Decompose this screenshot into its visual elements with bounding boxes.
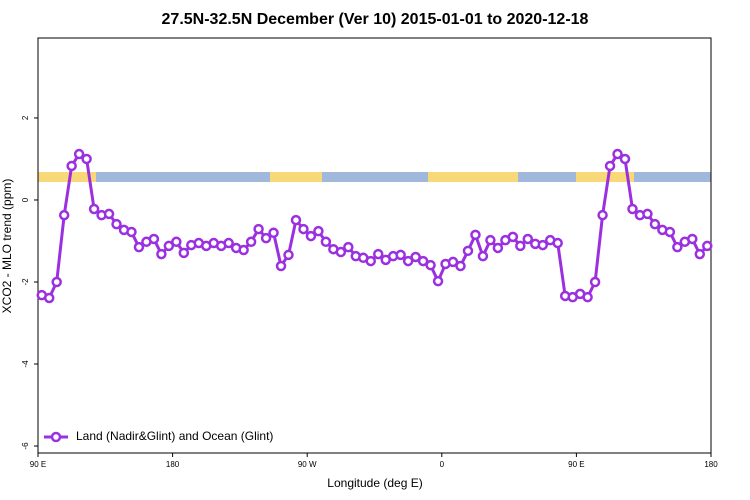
point [515, 240, 526, 252]
point [283, 249, 294, 261]
land-ocean-band [38, 172, 711, 182]
point [275, 260, 287, 272]
point [365, 255, 377, 267]
point [103, 208, 115, 220]
point [432, 275, 444, 287]
point [522, 233, 534, 245]
point [223, 237, 234, 249]
point [81, 153, 92, 165]
point [156, 248, 167, 260]
point [537, 239, 548, 251]
point [126, 226, 137, 238]
y-tick-label: 0 [21, 197, 30, 202]
x-tick-label: 0 [440, 460, 445, 469]
point [664, 226, 676, 238]
y-axis-label: XCO2 - MLO trend (ppm) [0, 179, 14, 314]
point [470, 229, 481, 241]
point [313, 225, 324, 237]
point [178, 247, 190, 259]
point [417, 255, 429, 267]
x-tick-label: 180 [704, 460, 718, 469]
point [619, 153, 631, 165]
point [410, 251, 421, 263]
point [447, 256, 459, 268]
point [171, 236, 182, 248]
y-tick-label: -6 [21, 442, 30, 450]
point [627, 203, 638, 215]
point [148, 233, 160, 245]
x-tick-label: 90 E [568, 460, 584, 469]
y-tick-label: -4 [21, 360, 30, 368]
x-tick-label: 90 E [30, 460, 46, 469]
point [43, 292, 55, 304]
point [305, 230, 317, 242]
point [260, 232, 272, 244]
point [73, 148, 85, 160]
point [589, 276, 601, 288]
y-tick-label: -2 [21, 278, 30, 286]
point [133, 241, 145, 253]
point [320, 236, 332, 248]
point [597, 209, 608, 221]
point [477, 250, 489, 262]
point [642, 208, 653, 220]
point [335, 246, 347, 258]
x-tick-label: 90 W [298, 460, 317, 469]
point [111, 218, 122, 230]
point [694, 248, 706, 260]
legend-marker [50, 431, 62, 443]
point [455, 260, 466, 272]
point [604, 160, 616, 172]
point [88, 203, 100, 215]
x-tick-label: 180 [166, 460, 180, 469]
point [582, 291, 593, 303]
point [507, 231, 519, 243]
point [702, 240, 713, 252]
y-tick-label: 2 [21, 115, 30, 120]
point [402, 255, 414, 267]
point [492, 242, 504, 254]
point [163, 240, 175, 252]
point [290, 214, 302, 226]
point [649, 218, 661, 230]
point [395, 249, 406, 261]
x-axis-label: Longitude (deg E) [327, 476, 422, 490]
point [343, 241, 354, 253]
point [672, 241, 683, 253]
point [462, 245, 474, 257]
point [268, 227, 279, 239]
point [58, 209, 70, 221]
point [245, 236, 257, 248]
point [253, 223, 264, 235]
point [485, 234, 496, 246]
point [425, 259, 436, 271]
legend-label: Land (Nadir&Glint) and Ocean (Glint) [76, 429, 273, 443]
point [552, 237, 563, 249]
point [66, 160, 77, 172]
point [51, 276, 62, 288]
chart-title: 27.5N-32.5N December (Ver 10) 2015-01-01… [162, 11, 589, 28]
point [687, 233, 698, 245]
point [372, 248, 384, 260]
point [612, 148, 623, 160]
point [238, 244, 249, 256]
point [298, 223, 309, 235]
